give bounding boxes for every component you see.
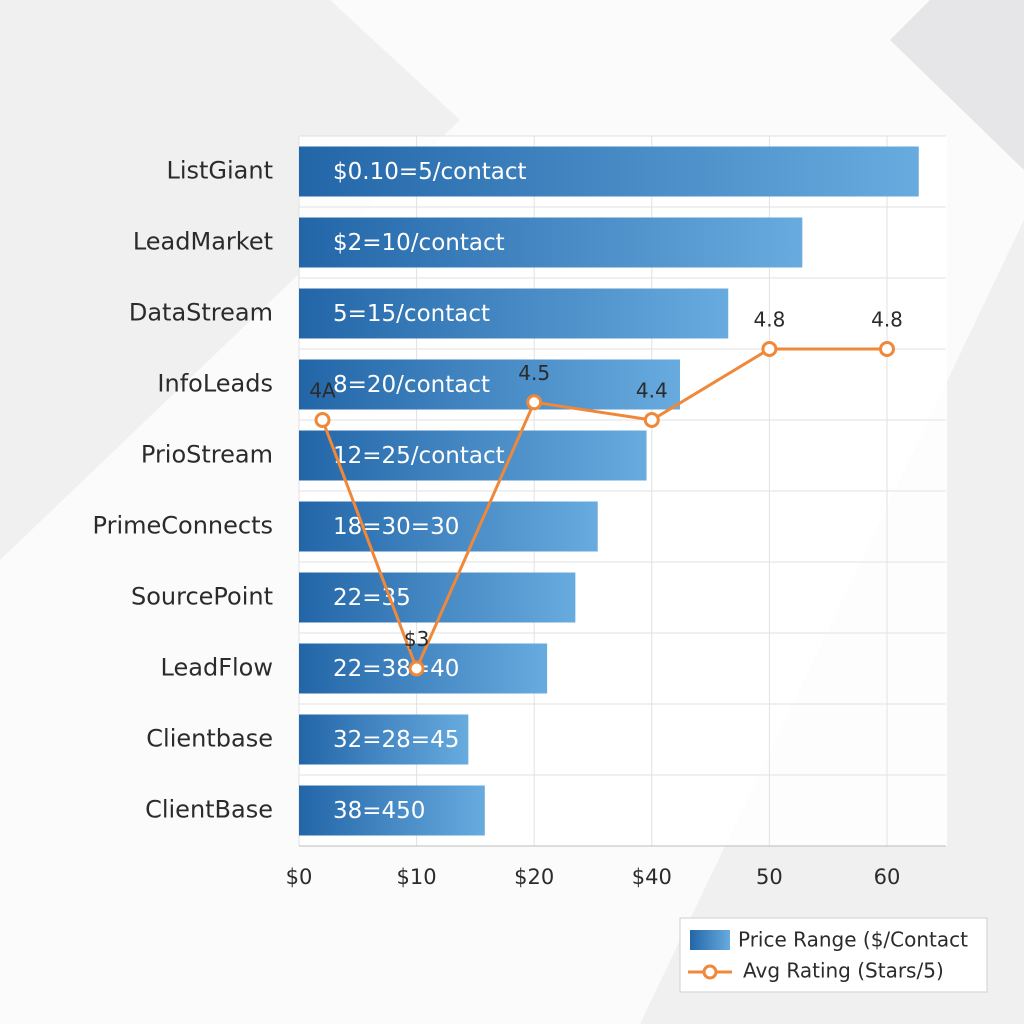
bar bbox=[299, 146, 919, 197]
bar-label: 38=450 bbox=[333, 798, 425, 824]
bar bbox=[299, 430, 647, 481]
y-tick-label: Clientbase bbox=[146, 725, 273, 753]
y-tick-label: ClientBase bbox=[145, 796, 273, 824]
x-tick-label: $0 bbox=[286, 865, 313, 889]
bar-label: 18=30=30 bbox=[333, 514, 459, 540]
bar bbox=[299, 359, 681, 410]
legend: Price Range ($/Contact Avg Rating (Stars… bbox=[679, 917, 988, 993]
y-tick-label: LeadFlow bbox=[161, 654, 273, 682]
legend-swatch bbox=[702, 964, 718, 980]
background-shape bbox=[890, 0, 1024, 170]
bar-label: 22=35 bbox=[333, 585, 411, 611]
y-tick-label: LeadMarket bbox=[133, 228, 273, 256]
bar bbox=[299, 572, 576, 623]
legend-swatch bbox=[690, 930, 730, 950]
point-label: $3 bbox=[404, 627, 429, 651]
legend-label: Avg Rating (Stars/5) bbox=[743, 959, 944, 983]
x-tick-label: 50 bbox=[756, 865, 783, 889]
legend-box bbox=[679, 917, 988, 993]
point-label: 4.4 bbox=[636, 379, 668, 403]
bar-label: 5=15/contact bbox=[333, 301, 490, 327]
bar-label: 12=25/contact bbox=[333, 443, 505, 469]
bar-label: $2=10/contact bbox=[333, 230, 505, 256]
bar-label: 8=20/contact bbox=[333, 372, 490, 398]
bar bbox=[299, 288, 729, 339]
y-tick-label: ListGiant bbox=[166, 157, 273, 185]
bar-label: 22=38=40 bbox=[333, 656, 459, 682]
y-tick-label: PrioStream bbox=[141, 441, 273, 469]
bar-label: $0.10=5/contact bbox=[333, 159, 527, 185]
rating-point bbox=[761, 341, 778, 357]
bar bbox=[299, 785, 485, 836]
x-tick-label: $10 bbox=[397, 865, 437, 889]
rating-point bbox=[643, 412, 660, 428]
y-tick-label: PrimeConnects bbox=[93, 512, 273, 540]
bar-label: 32=28=45 bbox=[333, 727, 459, 753]
y-tick-label: InfoLeads bbox=[157, 370, 273, 398]
x-tick-label: $40 bbox=[632, 865, 672, 889]
rating-point bbox=[526, 394, 543, 411]
point-label: 4.5 bbox=[518, 361, 550, 385]
bar bbox=[299, 217, 803, 268]
point-label: 4A bbox=[309, 379, 336, 403]
rating-point bbox=[408, 660, 425, 677]
point-label: 4.8 bbox=[753, 308, 785, 332]
y-tick-label: SourcePoint bbox=[131, 583, 273, 611]
rating-line bbox=[321, 347, 887, 673]
legend-label: Price Range ($/Contact bbox=[738, 928, 968, 952]
x-tick-label: $20 bbox=[514, 865, 554, 889]
y-tick-label: DataStream bbox=[129, 299, 273, 327]
point-label: 4.8 bbox=[871, 308, 903, 332]
bar bbox=[299, 714, 469, 765]
rating-point bbox=[879, 341, 895, 357]
x-tick-label: 60 bbox=[874, 865, 901, 889]
rating-point bbox=[314, 412, 331, 428]
bar bbox=[299, 501, 598, 552]
